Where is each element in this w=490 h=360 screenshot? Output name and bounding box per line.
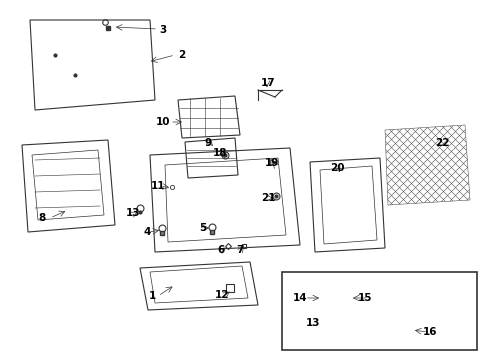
Text: 1: 1 <box>148 291 156 301</box>
Text: 19: 19 <box>265 158 279 168</box>
Text: 20: 20 <box>330 163 344 173</box>
Text: 9: 9 <box>204 138 212 148</box>
Bar <box>282 272 477 350</box>
Text: 16: 16 <box>423 327 437 337</box>
Text: 5: 5 <box>199 223 207 233</box>
Text: 12: 12 <box>215 290 229 300</box>
Text: 17: 17 <box>261 78 275 88</box>
Text: 11: 11 <box>151 181 165 191</box>
Text: 13: 13 <box>126 208 140 218</box>
Text: 10: 10 <box>156 117 170 127</box>
Text: 6: 6 <box>218 245 224 255</box>
Text: 2: 2 <box>178 50 186 60</box>
Text: 3: 3 <box>159 25 167 35</box>
Text: 14: 14 <box>293 293 307 303</box>
Text: 8: 8 <box>38 213 46 223</box>
Text: 21: 21 <box>261 193 275 203</box>
Text: 22: 22 <box>435 138 449 148</box>
Text: 4: 4 <box>143 227 151 237</box>
Text: 15: 15 <box>358 293 372 303</box>
Text: 18: 18 <box>213 148 227 158</box>
Text: 7: 7 <box>236 245 244 255</box>
Text: 13: 13 <box>306 318 320 328</box>
